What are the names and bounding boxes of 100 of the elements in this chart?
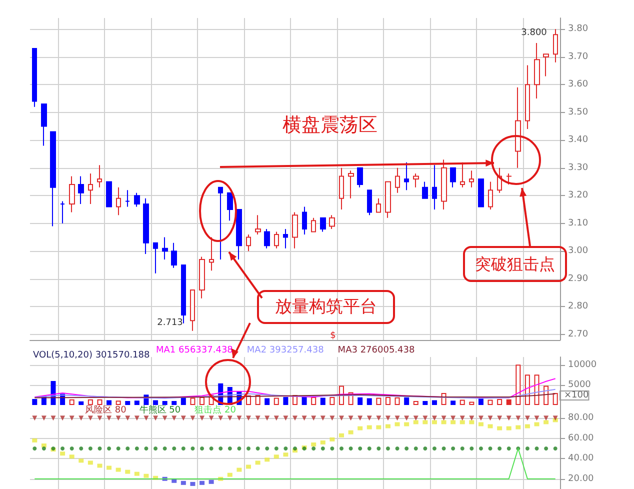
candlestick	[339, 167, 344, 210]
point	[32, 416, 38, 421]
point	[256, 446, 260, 451]
point	[358, 416, 363, 421]
point	[78, 416, 84, 421]
chart-title: VOL(5,10,20) 301570.188	[33, 350, 150, 360]
point	[506, 446, 511, 451]
candlestick	[506, 172, 512, 186]
bar	[413, 401, 418, 405]
bar	[106, 400, 112, 405]
point	[180, 416, 186, 421]
candlestick	[134, 192, 140, 208]
point	[488, 416, 493, 421]
point	[255, 460, 260, 465]
point	[302, 416, 307, 421]
point	[348, 416, 354, 421]
point	[274, 454, 279, 459]
bar	[97, 399, 102, 405]
point	[552, 416, 558, 421]
y-tick-label: 3.60	[568, 80, 588, 90]
candlestick	[181, 264, 186, 324]
point	[144, 474, 149, 478]
point	[97, 464, 102, 468]
candlestick	[469, 170, 474, 188]
point	[144, 446, 148, 451]
point	[107, 446, 112, 451]
bar	[125, 401, 130, 405]
bar	[69, 399, 74, 405]
point	[422, 420, 428, 424]
point	[330, 446, 334, 451]
bar	[432, 400, 437, 405]
candlestick	[385, 181, 391, 218]
point	[246, 464, 252, 469]
point	[441, 420, 446, 424]
point	[450, 420, 456, 424]
candlestick	[236, 209, 242, 260]
point	[394, 416, 400, 421]
point	[264, 458, 270, 462]
candlestick	[106, 181, 112, 208]
candlestick	[357, 167, 363, 188]
point	[172, 446, 176, 451]
point	[79, 446, 84, 451]
point	[451, 446, 456, 451]
text: 狙击点 20	[194, 404, 236, 416]
candlestick	[153, 242, 158, 274]
point	[534, 422, 540, 426]
point	[227, 416, 232, 421]
bar	[506, 399, 512, 405]
point	[330, 416, 335, 421]
point	[274, 446, 278, 451]
point	[524, 416, 530, 421]
y-tick-label: 3.10	[568, 218, 588, 228]
point	[69, 454, 74, 459]
bar	[32, 399, 38, 405]
point	[366, 416, 372, 421]
point	[348, 430, 354, 434]
point	[311, 416, 316, 421]
candlestick	[246, 234, 251, 252]
y-tick-label: 3.20	[568, 190, 588, 201]
point	[97, 416, 102, 421]
candlestick	[367, 190, 372, 216]
bar	[153, 400, 158, 405]
bar	[134, 400, 140, 405]
y-tick-label: 3.80	[568, 24, 588, 34]
point	[320, 446, 325, 451]
point	[32, 446, 37, 451]
point	[385, 416, 390, 421]
bar	[422, 401, 428, 405]
point	[478, 446, 483, 451]
y-tick-label: 60.00	[568, 433, 594, 444]
point	[460, 446, 464, 451]
candlestick	[274, 231, 279, 249]
bar	[366, 398, 372, 405]
point	[70, 446, 74, 451]
point	[339, 446, 344, 451]
point	[376, 416, 382, 421]
bar	[78, 401, 84, 405]
point	[126, 446, 130, 451]
candlestick	[88, 172, 93, 204]
candlestick	[125, 190, 130, 208]
bar	[116, 400, 121, 405]
point	[460, 416, 465, 421]
point	[227, 472, 232, 477]
bar	[172, 401, 177, 405]
point	[432, 420, 437, 424]
candlestick	[478, 178, 484, 208]
point	[524, 424, 530, 428]
bar	[302, 396, 307, 405]
point	[423, 446, 428, 451]
bar	[478, 398, 484, 405]
point	[366, 425, 372, 430]
bar	[385, 397, 390, 405]
bar	[469, 402, 474, 405]
point	[441, 416, 446, 421]
bar	[516, 364, 521, 405]
point	[274, 416, 279, 421]
point	[358, 446, 362, 451]
candlestick	[143, 198, 149, 254]
point	[32, 438, 38, 442]
point	[450, 416, 456, 421]
